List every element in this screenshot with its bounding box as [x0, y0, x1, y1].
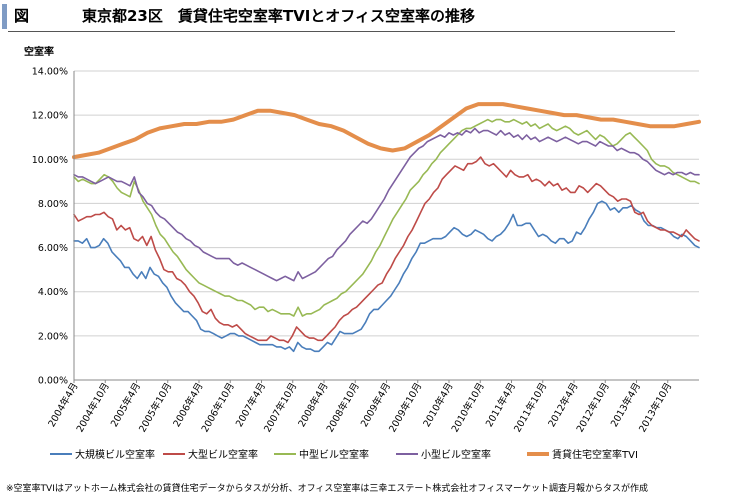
chart-title: 東京都23区 賃貸住宅空室率TVIとオフィス空室率の推移: [82, 7, 475, 25]
x-tick-label: 2004年4月: [46, 381, 81, 430]
legend-label: 中型ビル空室率: [299, 448, 369, 461]
x-tick-label: 2006年10月: [199, 381, 237, 435]
y-tick-label: 8.00%: [38, 199, 68, 210]
y-tick-label: 10.00%: [32, 155, 68, 166]
series-line-1: [73, 200, 700, 353]
series-lines: [72, 102, 701, 353]
x-tick-label: 2012年10月: [574, 381, 612, 435]
y-tick-label: 4.00%: [38, 287, 68, 298]
legend-label: 賃貸住宅空室率TVI: [552, 448, 638, 461]
y-tick-label: 14.00%: [32, 67, 68, 78]
x-tick-label: 2011年10月: [511, 381, 549, 435]
legend-label: 小型ビル空室率: [421, 448, 491, 461]
y-tick-label: 6.00%: [38, 243, 68, 254]
x-tick-label: 2007年4月: [233, 381, 268, 430]
axes: [73, 71, 699, 381]
series-line-3: [73, 118, 700, 317]
x-tick-label: 2007年10月: [261, 381, 299, 435]
x-tick-label: 2008年4月: [296, 381, 331, 430]
x-tick-label: 2013年4月: [608, 381, 643, 430]
series-line-5: [72, 102, 701, 160]
x-tick-label: 2004年10月: [74, 381, 112, 435]
x-tick-label: 2012年4月: [546, 381, 581, 430]
x-tick-label: 2011年4月: [483, 381, 518, 430]
y-axis-label: 空室率: [24, 45, 54, 58]
chart: 0.00% 2.00% 4.00% 6.00% 8.00% 10.00% 12.00% 14.…: [24, 45, 701, 461]
x-tick-label: 2009年4月: [358, 381, 393, 430]
header-rule: [8, 31, 675, 32]
figure-label: 図: [14, 7, 31, 25]
x-tick-label: 2010年4月: [421, 381, 456, 430]
legend: 大規模ビル空室率 大型ビル空室率 中型ビル空室率 小型ビル空室率 賃貸住宅空室率TVI: [50, 448, 638, 461]
x-tick-label: 2010年10月: [449, 381, 487, 435]
gridlines: [74, 70, 699, 337]
y-tick-label: 0.00%: [38, 376, 68, 387]
header: 図 東京都23区 賃貸住宅空室率TVIとオフィス空室率の推移: [0, 0, 737, 36]
x-tick-label: 2005年10月: [136, 381, 174, 435]
x-tick-label: 2005年4月: [108, 381, 143, 430]
x-tick-label: 2013年10月: [636, 381, 674, 435]
x-tick-label: 2006年4月: [171, 381, 206, 430]
series-line-2: [73, 156, 700, 344]
header-accent-bar: [2, 4, 7, 29]
x-axis-ticks: 2004年4月2004年10月2005年4月2005年10月2006年4月200…: [46, 380, 674, 435]
y-tick-label: 12.00%: [32, 111, 68, 122]
y-axis-ticks: 0.00% 2.00% 4.00% 6.00% 8.00% 10.00% 12.00% 14.…: [32, 67, 68, 387]
series-line-4: [73, 127, 700, 282]
legend-label: 大規模ビル空室率: [75, 448, 155, 461]
y-tick-label: 2.00%: [38, 331, 68, 342]
legend-label: 大型ビル空室率: [188, 448, 258, 461]
x-tick-label: 2009年10月: [386, 381, 424, 435]
x-tick-label: 2008年10月: [324, 381, 362, 435]
footnote: ※空室率TVIはアットホーム株式会社の賃貸住宅データからタスが分析、オフィス空室…: [6, 484, 648, 494]
